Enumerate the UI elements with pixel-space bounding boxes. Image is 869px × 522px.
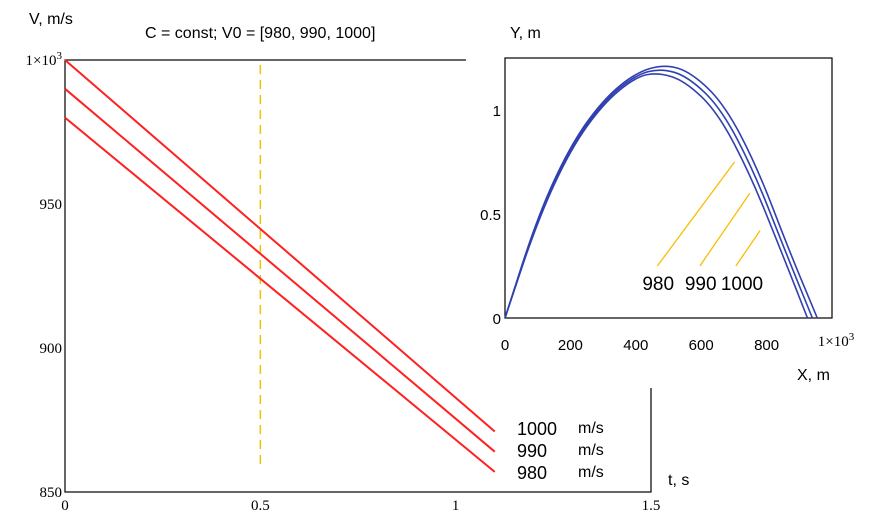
right-x-axis-label: X, m: [797, 367, 830, 384]
left-y-tick-label: 950: [40, 197, 63, 213]
annotation-leader-1000: [735, 230, 761, 267]
right-x-tick-label: 400: [623, 337, 648, 354]
chart-title: C = const; V0 = [980, 990, 1000]: [145, 25, 375, 42]
left-x-tick-label: 0: [61, 498, 69, 514]
left-y-axis-label: V, m/s: [29, 11, 73, 28]
annotation-label-990: 990: [685, 274, 717, 295]
trajectory-line-990: [504, 69, 814, 319]
legend-unit-990: m/s: [578, 442, 604, 459]
trajectory-line-1000: [504, 65, 819, 319]
trajectory-line-980: [504, 73, 809, 319]
right-x-tick-label: 200: [558, 337, 583, 354]
legend-value-1000: 1000: [517, 419, 557, 439]
right-x-tick-label: 1×103: [818, 331, 855, 350]
annotation-leader-980: [656, 161, 736, 267]
legend-value-990: 990: [517, 441, 547, 461]
legend-unit-1000: m/s: [578, 420, 604, 437]
right-y-tick-label: 0: [493, 311, 501, 328]
velocity-line-1000: [64, 59, 496, 433]
left-x-tick-label: 1.5: [642, 498, 661, 514]
velocity-line-980: [64, 116, 496, 473]
right-x-tick-label: 0: [501, 337, 509, 354]
left-y-tick-label: 850: [40, 485, 63, 501]
legend-value-980: 980: [517, 463, 547, 483]
trajectory-plot-frame: [504, 57, 833, 319]
right-x-tick-label: 600: [689, 337, 714, 354]
right-y-tick-label: 0.5: [480, 207, 501, 224]
trajectory-chart: 0 0.5 1 0 200 400 600 800 1×103 980 990 1000 X, m: [466, 44, 866, 388]
left-x-tick-label: 1: [452, 498, 460, 514]
trajectory-inset-background: [466, 44, 866, 388]
velocity-chart: 850 900 950 1×103 0 0.5 1 1.5 1000 m/s 990 m/s 980…: [26, 50, 690, 514]
velocity-line-990: [64, 88, 496, 453]
left-x-axis-label: t, s: [668, 472, 689, 489]
annotation-label-1000: 1000: [721, 274, 763, 295]
left-x-tick-label: 0.5: [251, 498, 270, 514]
annotation-leader-990: [699, 192, 751, 267]
legend-unit-980: m/s: [578, 464, 604, 481]
left-y-tick-label: 1×103: [26, 50, 63, 69]
right-x-tick-label: 800: [754, 337, 779, 354]
right-y-tick-label: 1: [493, 103, 501, 120]
right-y-axis-label: Y, m: [510, 25, 541, 42]
annotation-label-980: 980: [642, 274, 674, 295]
left-y-tick-label: 900: [40, 341, 63, 357]
